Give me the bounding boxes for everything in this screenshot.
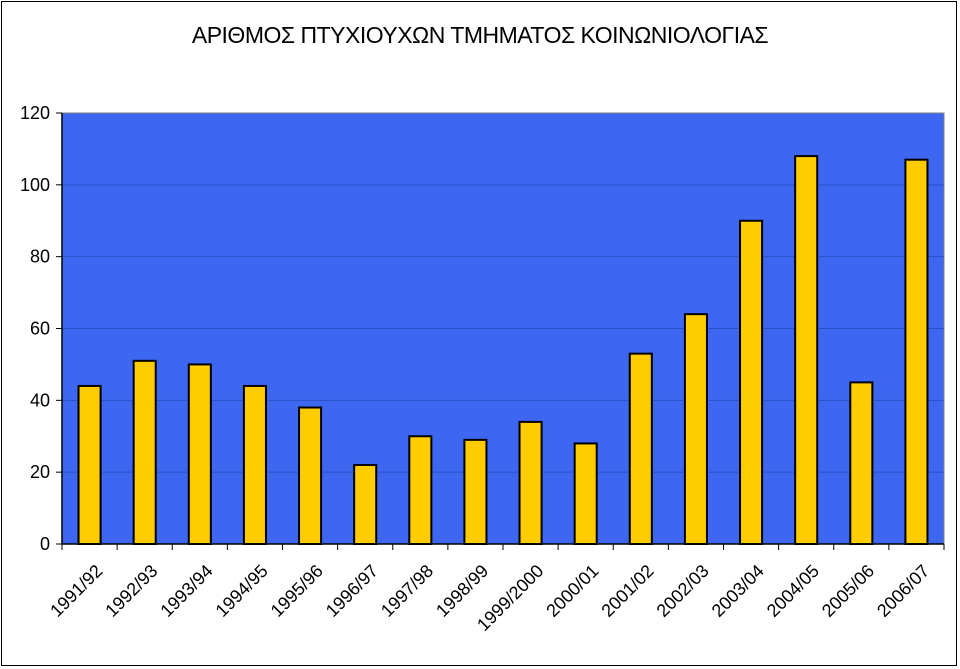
bar-1991/92	[77, 384, 102, 546]
bar-1993/94	[187, 363, 212, 545]
bar-1996/97	[353, 463, 378, 546]
x-tick-label: 2002/03	[653, 561, 713, 621]
axes	[56, 112, 945, 550]
y-tick-label: 100	[20, 175, 50, 195]
x-tick-label: 1997/98	[377, 561, 437, 621]
x-tick-label: 2003/04	[708, 561, 768, 621]
bar-2000/01	[573, 442, 598, 545]
bar-2005/06	[849, 381, 874, 545]
y-tick-label: 20	[30, 462, 50, 482]
x-tick-label: 1992/93	[101, 561, 161, 621]
y-tick-labels: 0 20 40 60 80 100 120	[20, 103, 50, 554]
bar-1995/96	[298, 406, 323, 545]
y-tick-label: 60	[30, 319, 50, 339]
y-tick-label: 80	[30, 247, 50, 267]
bar-2006/07	[904, 158, 929, 545]
bar-1994/95	[242, 384, 267, 546]
x-tick-label: 1995/96	[267, 561, 327, 621]
bar-2004/05	[794, 155, 819, 545]
x-tick-label: 2001/02	[597, 561, 657, 621]
y-tick-label: 0	[40, 534, 50, 554]
x-tick-label: 1993/94	[156, 561, 216, 621]
x-tick-label: 1996/97	[322, 561, 382, 621]
bar-1992/93	[132, 359, 157, 546]
x-tick-labels: 1991/921992/931993/941994/951995/961996/…	[46, 561, 933, 635]
x-tick-label: 2005/06	[818, 561, 878, 621]
bar-1997/98	[408, 435, 433, 545]
x-tick-label: 1991/92	[46, 561, 106, 621]
x-tick-label: 2006/07	[873, 561, 933, 621]
x-tick-label: 1994/95	[212, 561, 272, 621]
x-tick-label: 2004/05	[763, 561, 823, 621]
chart-title: ΑΡΙΘΜΟΣ ΠΤΥΧΙΟΥΧΩΝ ΤΜΗΜΑΤΟΣ ΚΟΙΝΩΝΙΟΛΟΓΙ…	[191, 22, 769, 48]
y-tick-label: 120	[20, 103, 50, 123]
bar-1999/2000	[518, 420, 543, 545]
y-tick-label: 40	[30, 390, 50, 410]
bar-2001/02	[628, 352, 653, 545]
bar-1998/99	[463, 438, 488, 546]
bar-2002/03	[683, 313, 708, 545]
bars	[77, 155, 929, 546]
bar-2003/04	[739, 219, 764, 545]
x-tick-label: 2000/01	[542, 561, 602, 621]
